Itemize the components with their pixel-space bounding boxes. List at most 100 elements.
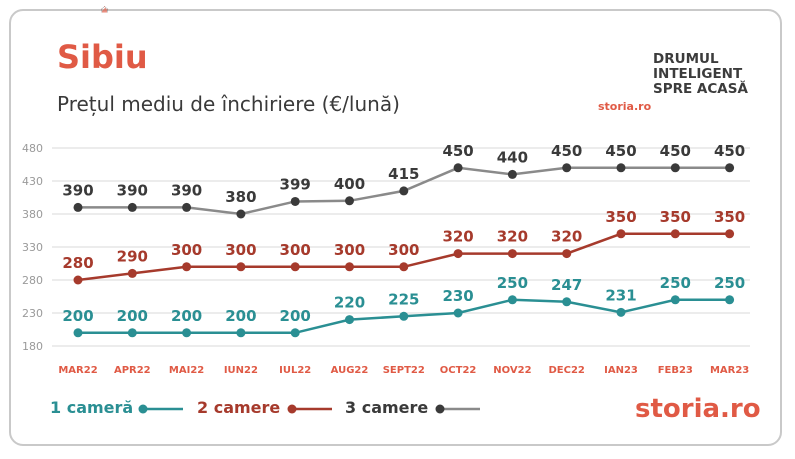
series-1-camera-point <box>73 328 83 338</box>
series-1-camera-data-label: 250 <box>660 274 691 292</box>
series-2-camere-point <box>670 229 680 239</box>
x-tick-label: MAR23 <box>710 365 749 376</box>
series-1-camera-data-label: 200 <box>280 307 311 325</box>
series-2-camere-point <box>562 249 572 259</box>
series-1-camera-point <box>670 295 680 305</box>
series-1-camera-data-label: 250 <box>497 274 528 292</box>
series-2-camere-point <box>182 262 192 272</box>
series-1-camera-data-label: 200 <box>171 307 202 325</box>
series-2-camere-point <box>236 262 246 272</box>
y-tick-label: 480 <box>22 142 43 155</box>
x-tick-label: SEPT22 <box>383 365 425 376</box>
series-2-camere-data-label: 300 <box>171 241 202 259</box>
x-tick-label: AUG22 <box>331 365 369 376</box>
chart-card <box>9 9 782 446</box>
series-1-camera-data-label: 247 <box>551 276 582 294</box>
series-1-camera-data-label: 200 <box>225 307 256 325</box>
series-2-camere-data-label: 350 <box>660 208 691 226</box>
legend-dot-2-camere <box>287 404 297 414</box>
y-tick-label: 230 <box>22 307 43 320</box>
series-3-camere-data-label: 380 <box>225 188 256 206</box>
x-tick-label: IUL22 <box>279 365 311 376</box>
series-3-camere-data-label: 390 <box>171 181 202 199</box>
y-tick-label: 330 <box>22 241 43 254</box>
series-1-camera-data-label: 225 <box>388 290 419 308</box>
series-1-camera-data-label: 220 <box>334 294 365 312</box>
series-2-camere-data-label: 320 <box>497 228 528 246</box>
chart-subtitle: Prețul mediu de închiriere (€/lună) <box>57 92 400 116</box>
series-3-camere-point <box>725 163 735 173</box>
series-3-camere-point <box>236 209 246 219</box>
series-1-camera-point <box>182 328 192 338</box>
series-1-camera-point <box>507 295 517 305</box>
series-2-camere-data-label: 350 <box>714 208 745 226</box>
series-3-camere-data-label: 415 <box>388 165 419 183</box>
brand-tagline: DRUMUL INTELIGENT SPRE ACASĂ <box>653 51 748 97</box>
legend-dot-3-camere <box>435 404 445 414</box>
series-3-camere-point <box>670 163 680 173</box>
series-2-camere-data-label: 280 <box>62 254 93 272</box>
series-2-camere-data-label: 300 <box>334 241 365 259</box>
series-3-camere-point <box>562 163 572 173</box>
series-2-camere-point <box>290 262 300 272</box>
series-1-camera-point <box>236 328 246 338</box>
series-2-camere-data-label: 300 <box>280 241 311 259</box>
series-2-camere-data-label: 350 <box>605 208 636 226</box>
series-1-camera-point <box>345 315 354 325</box>
series-1-camera-point <box>127 328 137 338</box>
legend-label-2-camere: 2 camere <box>197 398 281 417</box>
series-3-camere-point <box>290 196 300 206</box>
x-tick-label: FEB23 <box>658 365 693 376</box>
series-3-camere-point <box>616 163 626 173</box>
brand-logo-small: storia.ro <box>598 100 652 113</box>
series-3-camere-data-label: 450 <box>551 142 582 160</box>
brand-logo-bottom: storia.ro <box>635 394 761 424</box>
series-3-camere-data-label: 390 <box>62 181 93 199</box>
series-2-camere-point <box>616 229 626 239</box>
series-2-camere-data-label: 320 <box>442 228 473 246</box>
x-tick-label: DEC22 <box>549 365 585 376</box>
series-3-camere-point <box>73 202 83 212</box>
series-1-camera-point <box>399 311 409 321</box>
series-2-camere-data-label: 300 <box>388 241 419 259</box>
series-3-camere-point <box>507 169 517 179</box>
series-1-camera-data-label: 200 <box>117 307 148 325</box>
x-tick-label: IAN23 <box>604 365 638 376</box>
series-2-camere-point <box>345 262 354 272</box>
series-2-camere-point <box>127 268 137 278</box>
series-3-camere-data-label: 400 <box>334 175 365 193</box>
y-tick-label: 280 <box>22 274 43 287</box>
storia-house-logo-icon <box>101 6 109 13</box>
y-tick-label: 430 <box>22 175 43 188</box>
series-3-camere-point <box>127 202 137 212</box>
y-tick-label: 180 <box>22 340 43 353</box>
series-3-camere-data-label: 450 <box>660 142 691 160</box>
series-1-camera-point <box>616 307 626 317</box>
legend-label-1-camera: 1 cameră <box>50 398 134 417</box>
series-2-camere-point <box>725 229 735 239</box>
series-3-camere-point <box>182 202 192 212</box>
series-2-camere-data-label: 300 <box>225 241 256 259</box>
x-tick-label: OCT22 <box>440 365 477 376</box>
series-3-camere-point <box>399 186 409 196</box>
series-1-camera-data-label: 200 <box>62 307 93 325</box>
series-3-camere-point <box>345 196 354 206</box>
x-tick-label: NOV22 <box>493 365 531 376</box>
x-tick-label: MAI22 <box>169 365 204 376</box>
series-1-camera-point <box>453 308 463 318</box>
series-3-camere-data-label: 390 <box>117 181 148 199</box>
series-1-camera-point <box>562 297 572 307</box>
series-1-camera-data-label: 231 <box>605 286 636 304</box>
x-tick-label: IUN22 <box>224 365 258 376</box>
x-tick-label: MAR22 <box>58 365 97 376</box>
legend-dot-1-camera <box>138 404 148 414</box>
series-2-camere-data-label: 290 <box>117 247 148 265</box>
series-3-camere-data-label: 440 <box>497 148 528 166</box>
legend-label-3-camere: 3 camere <box>345 398 429 417</box>
series-2-camere-point <box>399 262 409 272</box>
x-tick-label: APR22 <box>114 365 151 376</box>
series-1-camera-data-label: 230 <box>442 287 473 305</box>
series-1-camera-point <box>725 295 735 305</box>
